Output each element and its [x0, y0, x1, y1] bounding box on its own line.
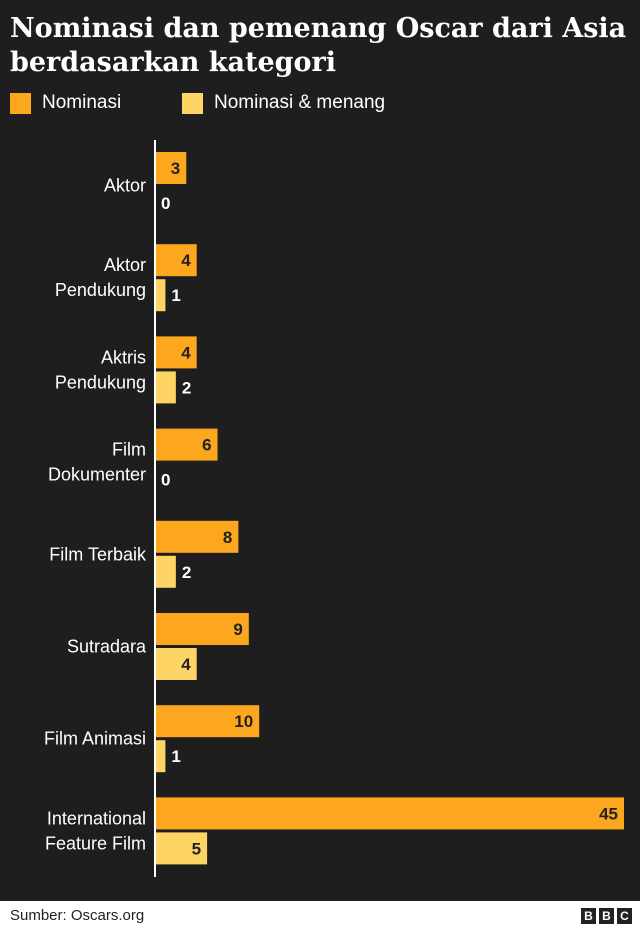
value-label: 10 [234, 712, 253, 731]
legend-label-nominasi: Nominasi [42, 92, 122, 113]
bar-menang [155, 832, 208, 865]
chart-title-line-2: berdasarkan kategori [10, 47, 337, 78]
category-label-line: Sutradara [67, 637, 147, 657]
bbc-logo: B B C [581, 908, 632, 924]
bar-menang [155, 371, 176, 404]
footer: Sumber: Oscars.org B B C [0, 901, 640, 931]
value-label: 1 [171, 286, 180, 305]
category-label-line: Aktris [101, 347, 146, 367]
legend-label-menang: Nominasi & menang [214, 92, 386, 113]
bar-nominasi [155, 797, 624, 830]
bar-nominasi [155, 520, 239, 553]
bar-nominasi [155, 152, 187, 184]
bar-nominasi [155, 705, 260, 738]
bbc-logo-letter: C [617, 908, 632, 924]
value-label: 8 [223, 528, 232, 547]
value-label: 6 [202, 436, 211, 455]
category-label: International Feature Film [45, 808, 146, 853]
category-label-line: Aktor [104, 255, 146, 275]
value-label: 2 [182, 378, 191, 397]
bar-menang [155, 279, 166, 312]
bar-menang [155, 555, 176, 588]
bbc-logo-letter: B [581, 908, 596, 924]
bar-nominasi [155, 613, 249, 645]
value-label: 0 [161, 194, 170, 213]
value-label: 45 [599, 804, 618, 823]
chart-title-line-1: Nominasi dan pemenang Oscar dari Asia [10, 13, 627, 44]
value-label: 0 [161, 471, 170, 490]
category-label: Film Animasi [44, 729, 146, 749]
bar-nominasi [155, 428, 218, 461]
value-label: 2 [182, 563, 191, 582]
category-label-line: Pendukung [55, 280, 146, 300]
chart-panel: Nominasi dan pemenang Oscar dari Asia be… [0, 0, 640, 901]
value-label: 1 [171, 747, 180, 766]
category-label: Film Terbaik [49, 544, 147, 564]
category-label-line: Film [112, 440, 146, 460]
value-label: 3 [171, 159, 180, 178]
category-label: Sutradara [67, 637, 147, 657]
legend-item-menang: Nominasi & menang [182, 92, 385, 114]
value-label: 4 [181, 343, 191, 362]
bar-nominasi [155, 244, 197, 277]
chart-title: Nominasi dan pemenang Oscar dari Asia be… [10, 12, 630, 80]
category-label-line: International [47, 808, 146, 828]
category-label-line: Feature Film [45, 833, 146, 853]
value-label: 4 [181, 655, 191, 674]
category-label: Aktor Pendukung [55, 255, 146, 300]
legend-item-nominasi: Nominasi [10, 92, 121, 114]
bar-menang [155, 648, 197, 680]
source-text: Sumber: Oscars.org [10, 907, 145, 924]
category-label-line: Aktor [104, 176, 146, 196]
bar-menang [155, 740, 166, 773]
category-label-line: Film Animasi [44, 729, 146, 749]
bar-nominasi [155, 336, 197, 369]
category-label-line: Dokumenter [48, 465, 146, 485]
category-label-line: Film Terbaik [49, 544, 147, 564]
category-label: Aktor [104, 176, 146, 196]
bbc-logo-letter: B [599, 908, 614, 924]
category-label: Aktris Pendukung [55, 347, 146, 392]
legend-swatch-menang [182, 92, 203, 114]
value-label: 5 [192, 839, 201, 858]
legend-swatch-nominasi [10, 92, 31, 114]
value-label: 9 [233, 620, 242, 639]
category-label-line: Pendukung [55, 372, 146, 392]
category-label: Film Dokumenter [48, 440, 146, 485]
value-label: 4 [181, 251, 191, 270]
